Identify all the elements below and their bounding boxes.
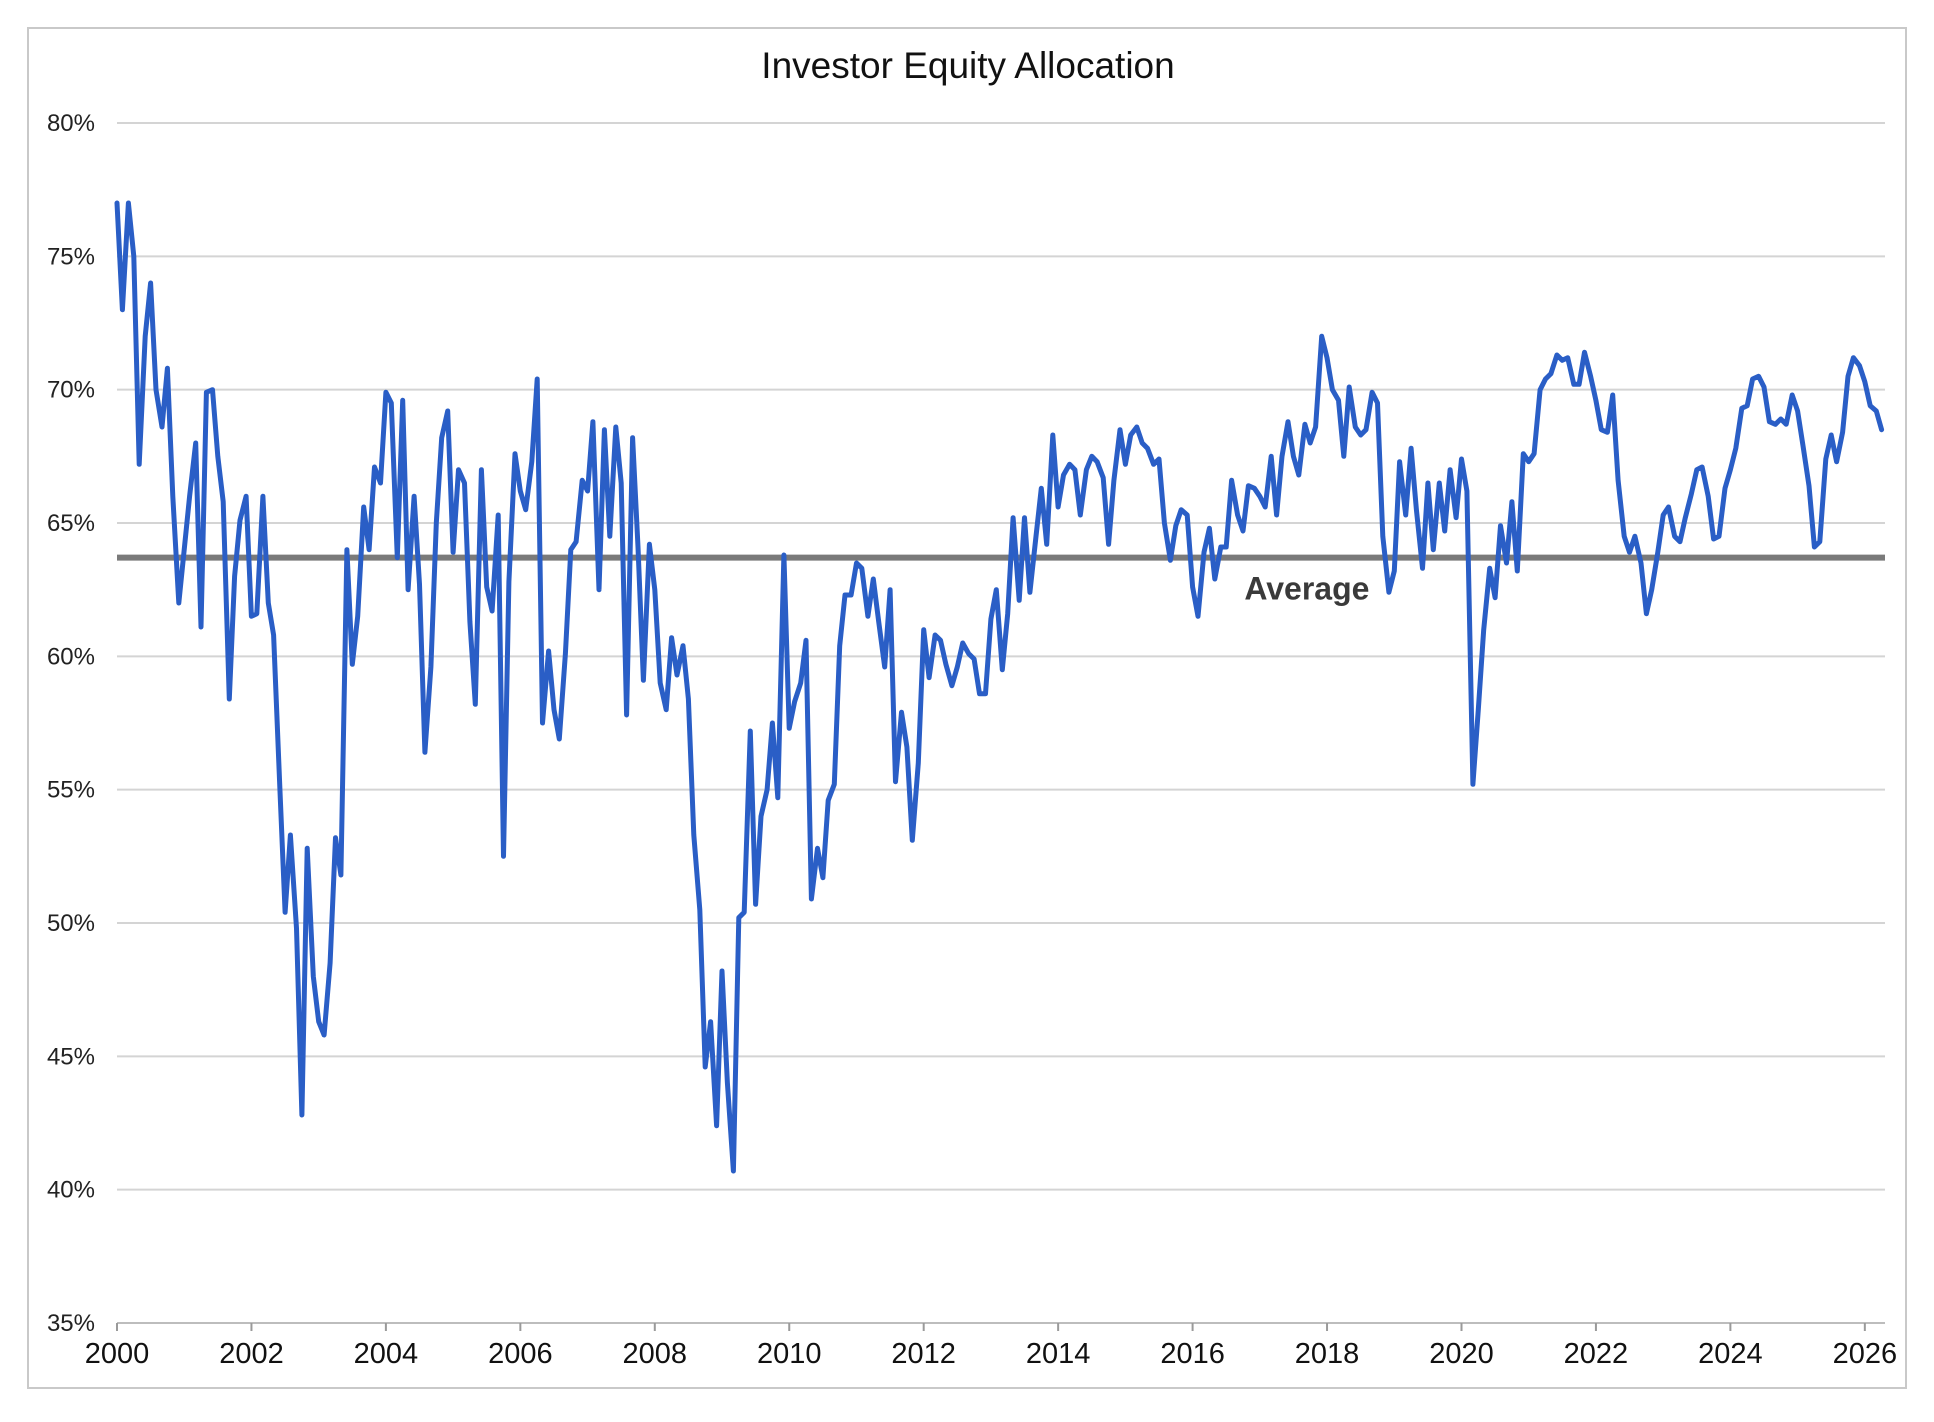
x-tick-label: 2014 — [1026, 1338, 1091, 1370]
y-tick-label: 65% — [47, 510, 95, 537]
y-tick-label: 80% — [47, 110, 95, 137]
y-tick-label: 55% — [47, 777, 95, 804]
x-tick-label: 2024 — [1698, 1338, 1763, 1370]
gridlines — [117, 122, 1885, 1191]
x-tick-label: 2002 — [219, 1338, 284, 1370]
x-tick-label: 2016 — [1160, 1338, 1225, 1370]
x-tick-label: 2022 — [1564, 1338, 1629, 1370]
y-tick-label: 50% — [47, 910, 95, 937]
x-tick-label: 2004 — [354, 1338, 419, 1370]
chart-title: Investor Equity Allocation — [761, 45, 1174, 86]
y-axis-tick-labels: 35% 40% 45% 50% 55% 60% 65% 70% 75% 80% — [47, 110, 95, 1337]
y-tick-label: 35% — [47, 1310, 95, 1337]
x-tick-label: 2012 — [891, 1338, 956, 1370]
average-line-group: Average — [117, 554, 1885, 607]
y-tick-label: 40% — [47, 1177, 95, 1204]
y-tick-label: 45% — [47, 1043, 95, 1070]
x-tick-label: 2008 — [623, 1338, 688, 1370]
y-tick-label: 75% — [47, 243, 95, 270]
y-tick-label: 60% — [47, 643, 95, 670]
average-label: Average — [1244, 571, 1369, 607]
x-tick-label: 2010 — [757, 1338, 822, 1370]
series-layer — [114, 200, 1885, 1174]
y-tick-label: 70% — [47, 377, 95, 404]
x-tick-label: 2000 — [85, 1338, 150, 1370]
x-axis-tick-labels: 2000 2002 2004 2006 2008 2010 2012 2014 2016 2018… — [85, 1338, 1897, 1370]
x-tick-label: 2020 — [1429, 1338, 1494, 1370]
series-line — [114, 200, 1885, 1174]
x-tick-label: 2018 — [1295, 1338, 1360, 1370]
axes — [116, 1322, 1885, 1331]
chart-frame — [27, 27, 1907, 1389]
x-tick-label: 2026 — [1833, 1338, 1898, 1370]
x-tick-label: 2006 — [488, 1338, 553, 1370]
